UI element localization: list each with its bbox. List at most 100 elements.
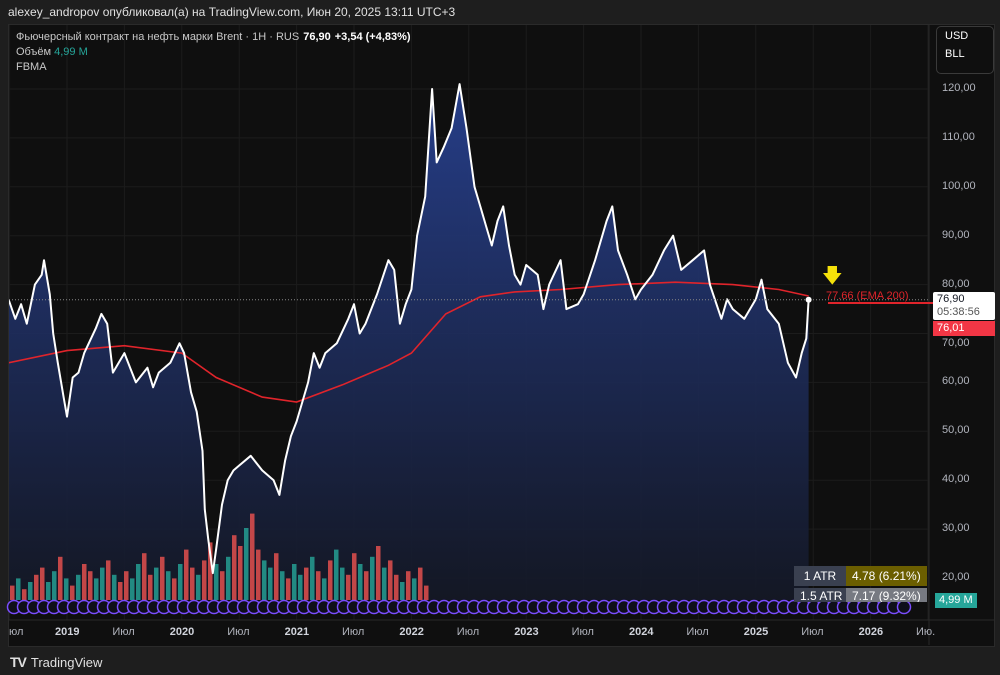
price-tick-label: 50,00 [942,424,970,437]
time-tick-label: юл [9,626,24,638]
atr-value: 7.17 (9.32%) [846,588,927,602]
price-tick-label: 20,00 [942,571,970,583]
volume-bar [184,549,189,600]
volume-bar [424,585,429,600]
volume-bar [268,567,273,600]
atr-value: 4.78 (6.21%) [846,566,927,586]
time-tick-label: Июл [801,626,824,638]
volume-bar [256,549,261,600]
countdown: 05:38:56 [937,306,980,318]
volume-bar [124,571,129,600]
volume-bar [304,567,309,600]
last-price-tag: 76,90 05:38:56 [933,292,995,320]
volume-bar [196,574,201,600]
volume-bar [244,528,249,600]
volume-bar [160,556,165,600]
time-tick-label: Июл [112,626,135,638]
time-tick-label: 2026 [858,626,884,638]
atr-label: 1.5 ATR [794,588,846,602]
atr-row-1: 1 ATR 4.78 (6.21%) [794,566,927,586]
volume-bar [352,553,357,600]
volume-bar [64,578,69,600]
volume-bar [286,578,291,600]
time-tick-label: Ию. [916,626,936,638]
publisher-line: alexey_andropov опубликовал(а) на Tradin… [8,5,456,19]
volume-bar [106,560,111,600]
price-line [9,83,810,575]
price-tick-label: 100,00 [942,179,976,192]
volume-bar [418,567,423,600]
time-tick-label: 2019 [55,626,80,638]
brand-name: TradingView [30,654,103,670]
price-tick-label: 90,00 [942,228,970,241]
volume-bar [358,564,363,600]
time-tick-label: Июл [571,626,594,638]
price-tick-label: 70,00 [942,337,970,349]
chart-legend: Фьючерсный контракт на нефть марки Brent… [16,30,411,75]
volume-bar [166,571,171,600]
atr-label: 1 ATR [794,566,846,586]
symbol-name[interactable]: Фьючерсный контракт на нефть марки Brent… [16,31,300,43]
volume-bar [76,574,81,600]
price-tick-label: 80,00 [942,277,970,290]
down-arrow-icon: 🡇 [822,265,843,287]
volume-bar [406,571,411,600]
volume-bar [292,564,297,600]
price-tick-label: 120,00 [942,82,976,94]
volume-bar [112,574,117,600]
atr-row-2: 1.5 ATR 7.17 (9.32%) [794,588,927,602]
volume-bar [142,553,147,600]
price-tick-label: 110,00 [942,130,975,143]
volume-bar [340,567,345,600]
volume-bar [412,578,417,600]
volume-bar [46,582,51,600]
volume-bar [322,578,327,600]
volume-bar [220,571,225,600]
time-tick-label: 2021 [284,626,310,638]
volume-bar [346,574,351,600]
volume-bar [28,582,33,600]
currency-label[interactable]: USD [945,30,969,42]
last-price-marker [805,296,812,303]
volume-bar [190,567,195,600]
volume-bar [172,578,177,600]
volume-bar [334,549,339,600]
volume-bar [70,585,75,600]
volume-bar [364,571,369,600]
time-tick-label: Июл [227,626,250,638]
price-tick-label: 40,00 [942,473,970,486]
volume-bar [10,585,15,600]
unit-label[interactable]: BLL [945,48,965,60]
volume-bar [208,542,213,600]
volume-label[interactable]: Объём [16,46,52,58]
currency-unit-selector[interactable]: USD BLL [936,26,994,74]
volume-bar [370,556,375,600]
time-tick-label: 2024 [629,626,654,638]
volume-bar [178,564,183,600]
tradingview-logo-icon: TV [10,654,27,670]
volume-bar [34,574,39,600]
volume-bar [40,567,45,600]
volume-bar [82,564,87,600]
red-price-tag: 76,01 [933,321,995,336]
volume-bar [202,560,207,600]
volume-bar [232,535,237,600]
time-tick-label: 2023 [514,626,539,638]
volume-bar [118,582,123,600]
time-tick-label: 2022 [399,626,424,638]
volume-bar [100,567,105,600]
time-tick-label: Июл [686,626,709,638]
volume-bar [262,560,267,600]
volume-tag: 4,99 M [935,593,977,608]
volume-bar [130,578,135,600]
indicator-fbma[interactable]: FBMA [16,61,47,73]
volume-bar [298,574,303,600]
last-price-tag-value: 76,90 [937,293,965,305]
volume-bar [214,564,219,600]
tradingview-footer[interactable]: TV TradingView [10,654,102,670]
volume-bar [382,567,387,600]
ema-200-line [9,281,809,403]
volume-bar [16,578,21,600]
volume-bar [250,513,255,600]
